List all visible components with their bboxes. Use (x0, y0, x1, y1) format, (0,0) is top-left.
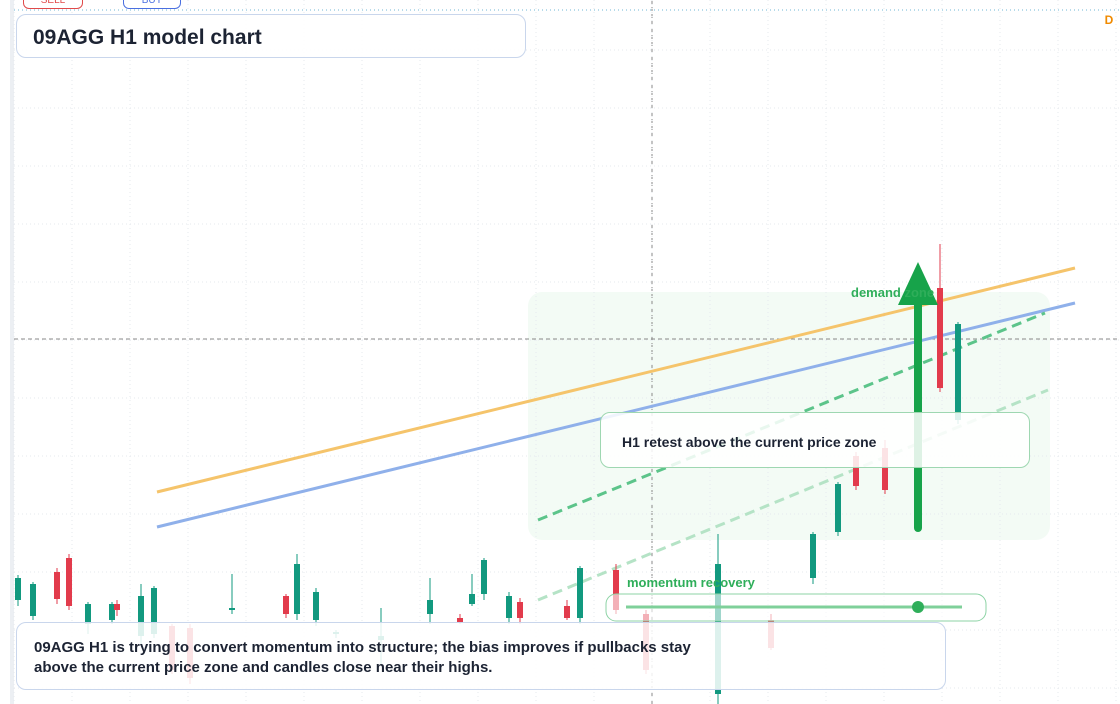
candle-body (54, 572, 60, 599)
candle-body (517, 602, 523, 618)
title-panel: 09AGG H1 model chart (16, 14, 526, 58)
candle-body (294, 564, 300, 614)
retest-panel: H1 retest above the current price zone (600, 412, 1030, 468)
candle-body (506, 596, 512, 618)
candle-body (810, 534, 816, 578)
candle-body (835, 484, 841, 532)
left-edge (10, 0, 14, 704)
candle-body (109, 604, 115, 620)
candle-body (229, 608, 235, 610)
candle-body (955, 324, 961, 420)
candle-body (151, 588, 157, 634)
candle-body (30, 584, 36, 616)
candle-body (457, 618, 463, 622)
trend-line (537, 388, 1049, 602)
candle-body (138, 596, 144, 636)
candle-body (313, 592, 319, 620)
candle-body (114, 604, 120, 610)
candle-body (564, 606, 570, 618)
candle-body (577, 568, 583, 618)
demand-label: demand zone (851, 285, 934, 300)
arrow-head (898, 262, 938, 305)
candle-body (427, 600, 433, 614)
candle-body (937, 288, 943, 388)
sell-button[interactable]: SELL (23, 0, 83, 9)
candle-body (15, 578, 21, 600)
badge: D (1105, 13, 1114, 27)
momentum-label: momentum recovery (627, 575, 756, 590)
retest-label: H1 retest above the current price zone (622, 434, 877, 450)
candle-body (469, 594, 475, 604)
momentum-dot (912, 601, 924, 613)
candle-body (853, 456, 859, 486)
candle-body (283, 596, 289, 614)
title: 09AGG H1 model chart (33, 26, 262, 49)
summary-panel: 09AGG H1 is trying to convert momentum i… (16, 622, 946, 690)
buy-button[interactable]: BUY (123, 0, 181, 9)
candle-body (481, 560, 487, 594)
candle-body (66, 558, 72, 606)
candle-body (882, 448, 888, 490)
candle-body (85, 604, 91, 624)
summary: 09AGG H1 is trying to convert momentum i… (34, 639, 691, 676)
candle-body (613, 570, 619, 610)
